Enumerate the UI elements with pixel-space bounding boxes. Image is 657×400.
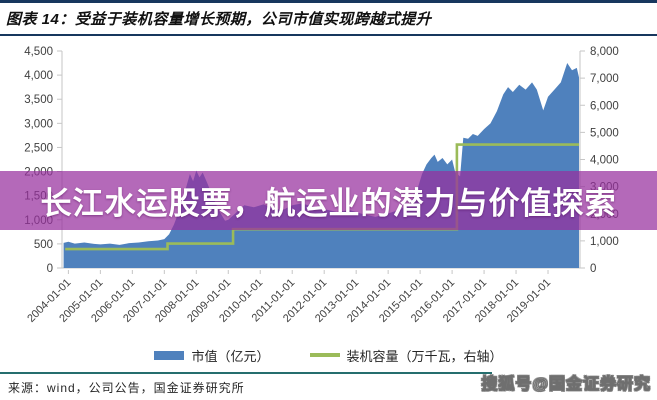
y-left-tick-label: 3,500 (24, 94, 53, 106)
sohu-watermark: 搜狐号@国金证券研究 (481, 376, 651, 394)
y-left-tick-label: 2,500 (24, 142, 53, 154)
y-left-tick-label: 0 (47, 263, 53, 275)
legend-item-0: 市值（亿元） (154, 346, 270, 365)
market-cap-area-series (63, 63, 580, 268)
y-right-tick-label: 8,000 (590, 46, 619, 58)
source-note: 来源：wind，公司公告，国金证券研究所 (8, 381, 245, 395)
legend-label: 装机容量（万千瓦，右轴） (346, 348, 503, 364)
promo-overlay-banner: 长江水运股票，航运业的潜力与价值探索 (0, 171, 657, 230)
installed-capacity-line-series (65, 143, 580, 251)
y-right-tick-label: 0 (590, 263, 596, 275)
y-left-tick-label: 4,500 (24, 46, 53, 58)
figure-title: 图表 14：受益于装机容量增长预期，公司市值实现跨越式提升 (6, 11, 432, 28)
chart-legend: 市值（亿元） 装机容量（万千瓦，右轴） (0, 346, 657, 364)
legend-area-swatch (154, 350, 185, 360)
y-left-tick-label: 4,000 (24, 70, 53, 82)
y-right-tick-label: 1,000 (590, 236, 619, 248)
y-right-tick-label: 7,000 (590, 73, 619, 85)
y-right-tick-label: 5,000 (590, 127, 619, 139)
y-right-tick-label: 4,000 (590, 155, 619, 167)
promo-overlay-text: 长江水运股票，航运业的潜力与价值探索 (40, 186, 617, 221)
y-left-tick-label: 3,000 (24, 118, 53, 130)
legend-line-swatch (309, 353, 340, 357)
legend-label: 市值（亿元） (191, 348, 270, 364)
y-left-tick-label: 500 (34, 239, 53, 251)
figure-header: 图表 14：受益于装机容量增长预期，公司市值实现跨越式提升 (0, 0, 657, 36)
footer-divider (0, 372, 492, 374)
y-right-tick-label: 6,000 (590, 100, 619, 112)
legend-item-1: 装机容量（万千瓦，右轴） (309, 346, 503, 365)
